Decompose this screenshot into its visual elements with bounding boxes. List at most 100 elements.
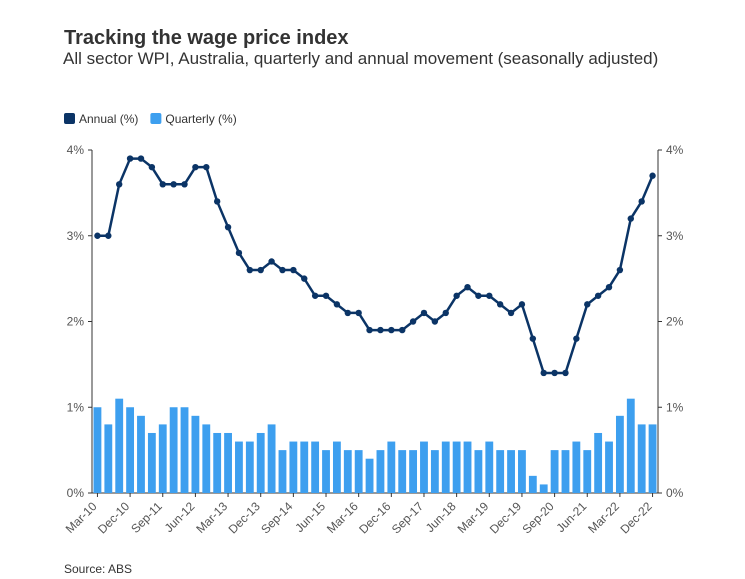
- line-point: [529, 335, 537, 342]
- legend-label: Annual (%): [79, 112, 138, 126]
- bar: [430, 450, 439, 493]
- bar: [137, 415, 145, 493]
- line-point: [235, 249, 243, 257]
- line-point: [170, 181, 177, 188]
- x-tick-label: Dec-22: [617, 499, 654, 536]
- bar: [191, 415, 200, 493]
- line-point: [605, 284, 613, 291]
- line: [97, 157, 654, 375]
- bar: [147, 432, 156, 493]
- chart-title: Tracking the wage price index: [64, 27, 349, 49]
- bar: [376, 450, 385, 493]
- bar: [202, 424, 211, 493]
- line-point: [301, 275, 308, 282]
- bar: [583, 450, 592, 493]
- bar: [420, 441, 428, 493]
- line-point: [562, 369, 569, 377]
- line-point: [126, 155, 134, 162]
- x-tick-label: Jun-12: [162, 499, 198, 535]
- y2-tick-label: 0%: [666, 486, 684, 500]
- bar: [365, 458, 374, 493]
- source: Source: ABS: [64, 562, 132, 576]
- line-point: [311, 292, 319, 299]
- legend-swatch: [64, 113, 75, 124]
- y2-tick-label: 2%: [666, 315, 684, 329]
- y2-tick-label: 3%: [666, 229, 684, 243]
- x-tick-label: Sep-11: [128, 499, 165, 536]
- line-point: [420, 309, 428, 317]
- bar: [398, 450, 407, 493]
- line-point: [105, 232, 112, 239]
- line-point: [148, 163, 156, 171]
- bar: [485, 441, 494, 493]
- line-point: [366, 326, 373, 334]
- bar: [104, 424, 113, 493]
- line-point: [627, 215, 634, 222]
- x-tick-label: Mar-10: [63, 499, 100, 536]
- x-tick-label: Dec-16: [356, 499, 393, 536]
- bar: [158, 424, 167, 493]
- x-tick-label: Dec-13: [226, 499, 263, 536]
- bar: [528, 475, 537, 493]
- bar: [507, 450, 515, 493]
- bar: [441, 441, 450, 493]
- line-point: [507, 309, 515, 317]
- line-point: [290, 266, 297, 274]
- bar: [245, 441, 254, 493]
- line-point: [224, 223, 232, 231]
- bar: [343, 450, 352, 493]
- y2-tick-label: 1%: [666, 400, 684, 414]
- line-point: [475, 292, 482, 299]
- bar: [213, 432, 222, 493]
- bar: [354, 450, 363, 493]
- bar: [180, 407, 189, 493]
- line-point: [94, 232, 101, 239]
- line-point: [594, 292, 602, 299]
- line-point: [638, 198, 645, 205]
- x-tick-label: Jun-18: [423, 499, 459, 535]
- line-point: [355, 309, 362, 317]
- y2-tick-label: 4%: [666, 143, 684, 157]
- line-point: [496, 301, 504, 308]
- bar: [561, 450, 570, 493]
- line-point: [540, 369, 547, 377]
- line-point: [159, 181, 166, 188]
- line-point: [203, 163, 210, 171]
- x-tick-label: Sep-14: [258, 499, 295, 536]
- bar: [637, 424, 646, 493]
- bar: [605, 441, 613, 493]
- line-point: [181, 181, 188, 188]
- bar: [256, 432, 265, 493]
- bar: [572, 441, 581, 493]
- x-tick-label: Sep-20: [519, 499, 556, 536]
- bar: [115, 398, 124, 493]
- x-tick-label: Mar-22: [585, 499, 622, 536]
- line-point: [551, 369, 558, 377]
- bar: [169, 407, 178, 493]
- y-tick-label: 4%: [67, 143, 85, 157]
- bar: [126, 407, 135, 493]
- legend-swatch: [150, 113, 162, 124]
- bar: [278, 450, 287, 493]
- x-tick-label: Sep-17: [389, 499, 426, 536]
- bar: [235, 441, 243, 493]
- bar: [311, 441, 320, 493]
- bar: [289, 441, 298, 493]
- bar: [332, 441, 341, 493]
- line-point: [573, 335, 580, 342]
- line-point: [431, 318, 439, 325]
- y-tick-label: 3%: [67, 229, 85, 243]
- bar: [452, 441, 461, 493]
- bar: [409, 450, 418, 493]
- line-point: [279, 266, 286, 274]
- line-point: [322, 292, 330, 299]
- line-point: [518, 301, 526, 308]
- line-point: [388, 326, 395, 334]
- x-tick-label: Jun-21: [554, 499, 590, 535]
- bar: [496, 450, 505, 493]
- bar: [539, 484, 548, 493]
- legend-label: Quarterly (%): [165, 112, 236, 126]
- bar: [648, 424, 657, 493]
- line-point: [333, 301, 341, 308]
